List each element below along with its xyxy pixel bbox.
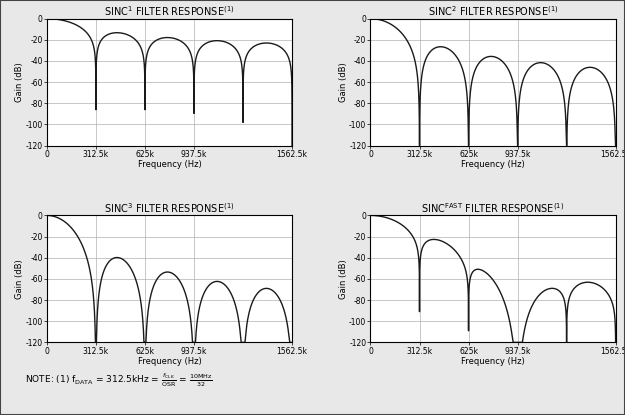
Y-axis label: Gain (dB): Gain (dB): [15, 62, 24, 102]
X-axis label: Frequency (Hz): Frequency (Hz): [461, 160, 525, 169]
Y-axis label: Gain (dB): Gain (dB): [339, 259, 348, 299]
Title: SINC$^2$ FILTER RESPONSE$^{(1)}$: SINC$^2$ FILTER RESPONSE$^{(1)}$: [428, 4, 558, 18]
Text: NOTE: (1) f$_{\mathsf{DATA}}$ = 312.5kHz = $\frac{f_{\mathsf{CLK}}}{\mathsf{OSR}: NOTE: (1) f$_{\mathsf{DATA}}$ = 312.5kHz…: [25, 372, 213, 389]
Title: SINC$^{\mathsf{FAST}}$ FILTER RESPONSE$^{(1)}$: SINC$^{\mathsf{FAST}}$ FILTER RESPONSE$^…: [421, 201, 564, 215]
X-axis label: Frequency (Hz): Frequency (Hz): [461, 357, 525, 366]
X-axis label: Frequency (Hz): Frequency (Hz): [138, 357, 201, 366]
Title: SINC$^3$ FILTER RESPONSE$^{(1)}$: SINC$^3$ FILTER RESPONSE$^{(1)}$: [104, 201, 234, 215]
X-axis label: Frequency (Hz): Frequency (Hz): [138, 160, 201, 169]
Y-axis label: Gain (dB): Gain (dB): [339, 62, 348, 102]
Y-axis label: Gain (dB): Gain (dB): [15, 259, 24, 299]
Title: SINC$^1$ FILTER RESPONSE$^{(1)}$: SINC$^1$ FILTER RESPONSE$^{(1)}$: [104, 4, 234, 18]
